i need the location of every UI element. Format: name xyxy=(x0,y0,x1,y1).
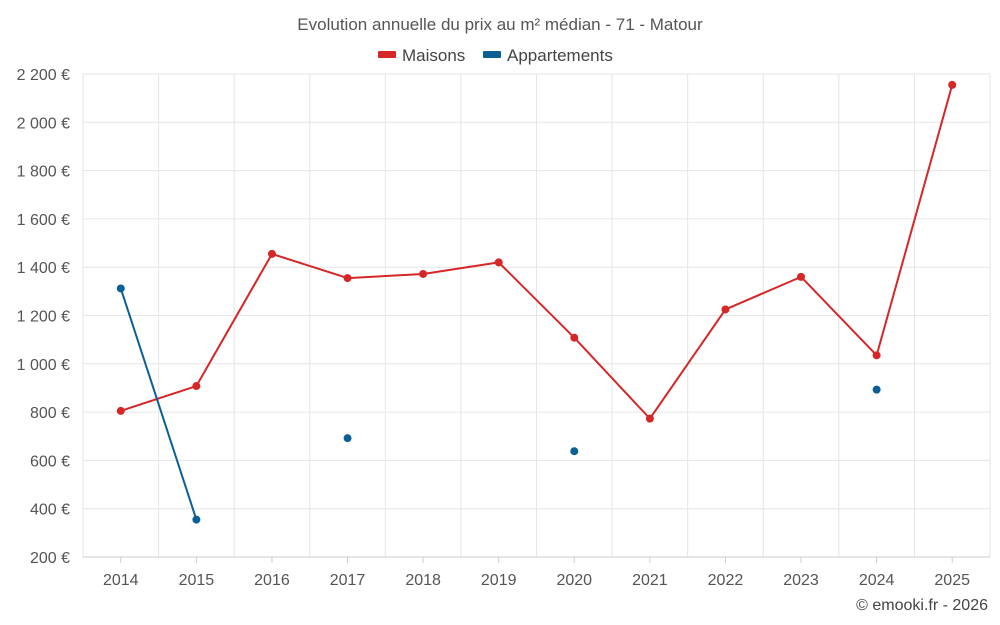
data-point-maisons-2015 xyxy=(192,382,201,391)
y-tick-label: 1 200 € xyxy=(17,309,70,326)
y-axis: 200 € 400 € 600 € 800 € 1 000 € 1 200 € 1 400 … xyxy=(17,67,70,567)
y-tick-label: 1 400 € xyxy=(17,260,70,277)
y-tick-label: 200 € xyxy=(30,550,70,567)
data-point-maisons-2021 xyxy=(645,414,654,423)
data-point-maisons-2019 xyxy=(494,258,503,267)
data-point-maisons-2018 xyxy=(419,269,428,278)
series-line-maisons xyxy=(120,84,954,420)
x-tick-label: 2016 xyxy=(254,572,290,589)
x-tick-label: 2025 xyxy=(934,572,970,589)
series-appartements xyxy=(116,284,881,524)
legend-swatch-appartements xyxy=(483,51,501,58)
data-point-maisons-2024 xyxy=(872,351,881,360)
data-point-maisons-2014 xyxy=(116,406,125,415)
data-point-maisons-2023 xyxy=(797,272,806,281)
data-point-appartements-2015 xyxy=(192,515,201,524)
y-tick-label: 1 600 € xyxy=(17,212,70,229)
x-tick-label: 2021 xyxy=(632,572,668,589)
x-tick-label: 2022 xyxy=(708,572,744,589)
data-point-maisons-2016 xyxy=(267,249,276,258)
y-tick-label: 1 000 € xyxy=(17,357,70,374)
x-axis: 2014 2015 2016 2017 2018 2019 2020 2021 2022 2023… xyxy=(83,556,990,589)
legend-label-maisons: Maisons xyxy=(402,46,465,65)
series-line-appartements xyxy=(119,288,198,520)
legend-swatch-maisons xyxy=(378,51,396,58)
data-point-appartements-2017 xyxy=(343,434,352,443)
x-tick-label: 2019 xyxy=(481,572,517,589)
data-point-maisons-2022 xyxy=(721,305,730,314)
x-tick-label: 2023 xyxy=(783,572,819,589)
series-group xyxy=(116,80,957,524)
series-maisons xyxy=(116,80,957,423)
grid xyxy=(82,73,991,557)
x-tick-label: 2014 xyxy=(103,572,139,589)
data-point-appartements-2014 xyxy=(116,284,125,293)
x-tick-label: 2024 xyxy=(859,572,895,589)
chart-title: Evolution annuelle du prix au m² médian … xyxy=(297,15,703,34)
x-tick-label: 2020 xyxy=(556,572,592,589)
y-tick-label: 400 € xyxy=(30,502,70,519)
y-tick-label: 1 800 € xyxy=(17,164,70,181)
data-point-maisons-2020 xyxy=(570,333,579,342)
legend: Maisons Appartements xyxy=(378,46,613,65)
x-tick-label: 2017 xyxy=(330,572,366,589)
x-tick-label: 2015 xyxy=(179,572,215,589)
data-point-appartements-2024 xyxy=(872,385,881,394)
y-tick-label: 600 € xyxy=(30,453,70,470)
data-point-appartements-2020 xyxy=(570,447,579,456)
y-tick-label: 2 000 € xyxy=(17,115,70,132)
y-tick-label: 2 200 € xyxy=(17,67,70,84)
credit-text: © emooki.fr - 2026 xyxy=(856,597,988,614)
data-point-maisons-2025 xyxy=(948,80,957,89)
y-tick-label: 800 € xyxy=(30,405,70,422)
data-point-maisons-2017 xyxy=(343,274,352,283)
legend-label-appartements: Appartements xyxy=(507,46,613,65)
x-tick-label: 2018 xyxy=(405,572,441,589)
